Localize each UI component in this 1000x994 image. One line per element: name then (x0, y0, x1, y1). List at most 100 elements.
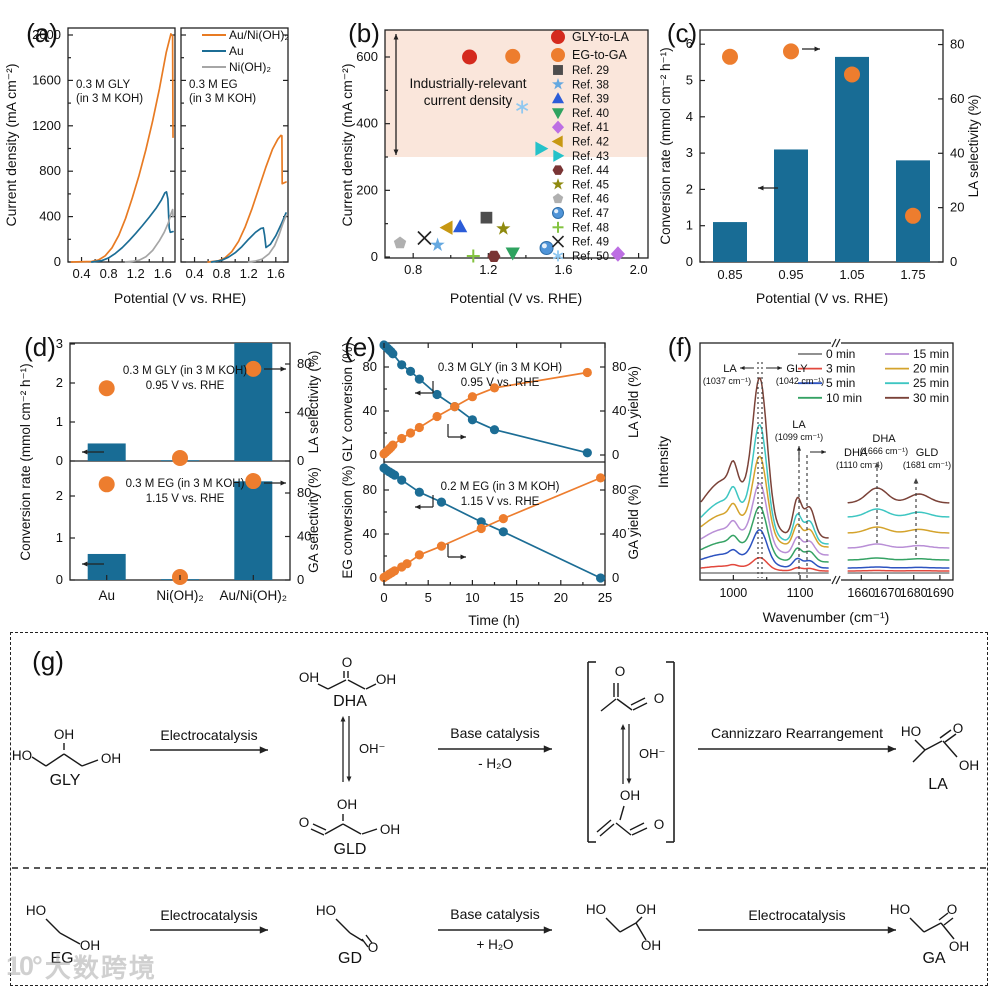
bond (631, 827, 648, 836)
y-tick-label-right: 0 (950, 254, 957, 269)
panel-letter-a: (a) (26, 18, 58, 48)
molecule-name: EG (50, 950, 73, 967)
bond (619, 805, 625, 821)
x-tick-label: 1.2 (240, 266, 258, 281)
data-point (432, 411, 442, 422)
legend-label: Ref. 42 (572, 137, 609, 149)
arrow-head (626, 778, 632, 784)
panel-a: (a) 0 400 800 1200 1600 2000 0.4 0.8 1.2 1.6 0.3 M … (3, 18, 289, 306)
reaction-label: Electrocatalysis (748, 907, 845, 923)
atom-label: O (615, 664, 626, 679)
spectrum-30 min (847, 487, 950, 504)
atom-label: OH (299, 670, 319, 685)
y-tick-label: 0 (686, 254, 693, 269)
y-tick-label: 0 (370, 570, 377, 585)
data-point (390, 470, 400, 480)
bond (324, 823, 344, 835)
atom-label: HO (12, 748, 32, 763)
y-tick-label: 400 (356, 116, 378, 131)
spectrum-20 min (847, 526, 950, 534)
arrow-head (777, 365, 782, 371)
molecule-GD: HO O GD (316, 903, 378, 967)
plot-frame (67, 27, 176, 263)
atom-label: O (947, 902, 958, 917)
molecule-name: GLY (50, 772, 81, 789)
plot-frame (699, 342, 954, 581)
legend-label: Ref. 40 (572, 108, 609, 120)
peak-label: LA (723, 363, 737, 375)
bond (361, 828, 378, 835)
marker-pentagon (393, 236, 407, 249)
x-axis-label: Wavenumber (cm⁻¹) (763, 609, 890, 625)
reaction-label: Electrocatalysis (160, 907, 257, 923)
y-tick-label: 400 (39, 209, 61, 224)
arrow-head (259, 926, 268, 934)
bond (923, 922, 942, 933)
marker-triangle-left (439, 220, 453, 235)
peak-label: (1681 cm⁻¹) (903, 460, 951, 470)
y-axis-label-right: LA selectivity (%) (966, 95, 981, 198)
molecule-name: DHA (333, 693, 367, 710)
arrow-head (82, 561, 88, 567)
y-axis-label: Current density (mA cm⁻²) (339, 64, 355, 227)
bond (317, 683, 329, 690)
arrow-head (740, 365, 745, 371)
data-point (476, 523, 486, 534)
bond (327, 679, 347, 690)
y-axis-label-right: GA selectivity (%) (306, 467, 321, 573)
x-tick-label: 20 (554, 590, 568, 605)
y-axis-label-left: GLY conversion (%) (340, 342, 355, 462)
x-tick-label: 1.2 (479, 262, 497, 277)
marker-pentagon (552, 193, 564, 204)
marker-triangle-right (535, 141, 549, 156)
panel-letter-b: (b) (348, 18, 380, 48)
arrow-head (259, 746, 268, 754)
legend-label: Au (229, 44, 244, 58)
y-tick-label: 1600 (32, 72, 61, 87)
marker-triangle-down (505, 247, 520, 261)
arrow-head (346, 776, 352, 782)
atom-label: OH (959, 758, 979, 773)
atom-label: OH (641, 938, 661, 953)
x-tick-label: 1000 (719, 586, 747, 600)
y-tick-label: 600 (356, 49, 378, 64)
molecule-name: GA (922, 950, 945, 967)
bond (924, 740, 943, 751)
spectrum-5 min (847, 566, 950, 569)
data-point (414, 487, 424, 497)
panel-letter-c: (c) (667, 18, 697, 48)
data-point (397, 433, 407, 444)
annotation: 0.3 M EG (in 3 M KOH) (126, 478, 245, 490)
x-tick-label: 0.8 (404, 262, 422, 277)
data-point (402, 559, 412, 569)
marker-sphere-highlight (541, 243, 547, 249)
y-tick-label: 4 (686, 109, 693, 124)
selectivity-dot (172, 450, 188, 466)
x-axis-label: Potential (V vs. RHE) (756, 290, 888, 306)
bar (713, 222, 747, 262)
atom-label: HO (26, 903, 46, 918)
y-axis-label: Current density (mA cm⁻²) (3, 64, 19, 227)
equilibrium-label: OH⁻ (639, 746, 665, 761)
bond (629, 822, 645, 831)
bond (630, 697, 646, 706)
bond (59, 932, 81, 945)
x-tick-label: 1100 (787, 586, 814, 600)
data-point (397, 475, 407, 485)
y-tick-label-right: 20 (950, 200, 964, 215)
legend-label: Ref. 41 (572, 122, 609, 134)
bond (942, 740, 958, 758)
atom-label: O (953, 721, 964, 736)
y-tick-label: 80 (363, 482, 377, 497)
x-tick-label: 0.4 (186, 266, 204, 281)
x-tick-label: 0.4 (73, 266, 91, 281)
selectivity-dot (245, 360, 262, 377)
selectivity-dot (905, 207, 921, 224)
y-tick-label-right: 0 (297, 453, 304, 468)
arrow-head (415, 504, 421, 510)
y-tick-label: 2 (686, 181, 693, 196)
annotation: 0.3 M GLY (in 3 M KOH) (123, 365, 247, 377)
axis-break-slash (831, 575, 837, 585)
bond (632, 702, 648, 711)
